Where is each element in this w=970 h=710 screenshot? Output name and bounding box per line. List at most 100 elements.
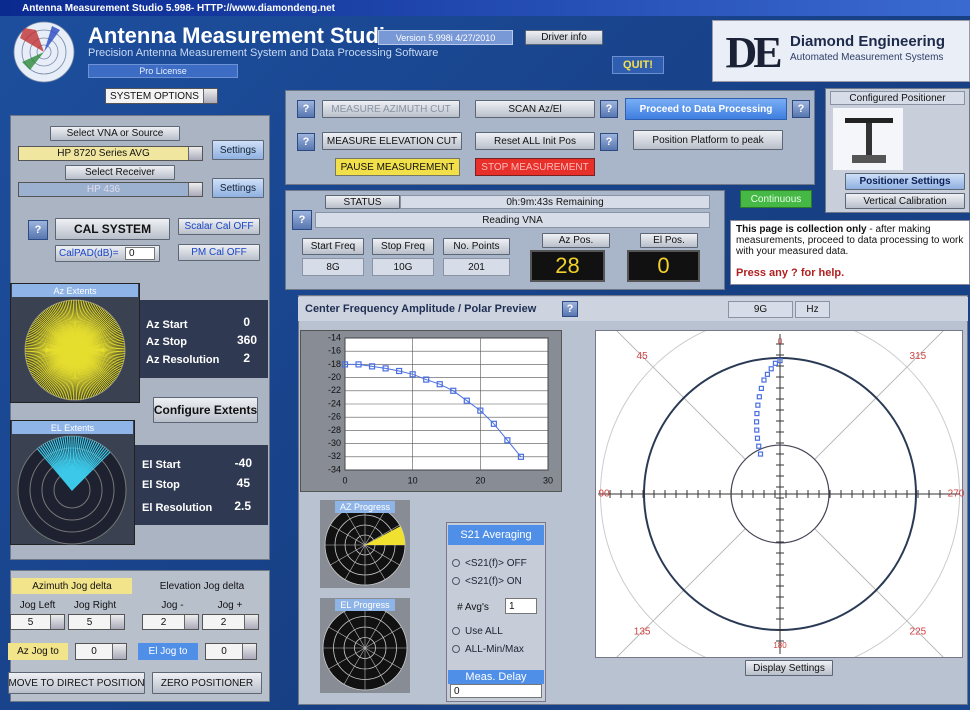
- select-vna[interactable]: Select VNA or Source: [50, 126, 180, 141]
- avgs-label: # Avg's: [457, 601, 489, 613]
- system-options[interactable]: SYSTEM OPTIONS: [105, 88, 218, 104]
- measure-az[interactable]: MEASURE AZIMUTH CUT: [322, 100, 460, 118]
- angle-label: 90: [598, 489, 610, 500]
- vertical-cal[interactable]: Vertical Calibration: [845, 193, 965, 209]
- zero[interactable]: ZERO POSITIONER: [152, 672, 262, 694]
- help-label[interactable]: ?: [600, 100, 618, 118]
- el-plus[interactable]: 2: [202, 614, 259, 630]
- driver-info[interactable]: Driver info: [525, 30, 603, 45]
- el-progress: EL Progress: [335, 599, 395, 611]
- res-label: El Resolution: [142, 502, 213, 514]
- angle-label: 0: [778, 337, 783, 346]
- start: 0: [243, 315, 250, 329]
- dial-spoke: [364, 544, 386, 580]
- az-pos-label[interactable]: Az Pos.: [542, 233, 610, 248]
- settings2[interactable]: Settings: [212, 178, 264, 198]
- dial-spoke: [364, 626, 402, 649]
- use-all[interactable]: Use ALL: [452, 624, 542, 638]
- start-freq-label[interactable]: Start Freq: [302, 238, 364, 255]
- label[interactable]: STATUS: [325, 195, 400, 209]
- logo-lobe: [22, 52, 44, 70]
- help-label[interactable]: ?: [28, 220, 48, 240]
- polar-point: [756, 394, 762, 400]
- polar-point: [764, 371, 771, 377]
- stop-freq-label[interactable]: Stop Freq: [372, 238, 434, 255]
- az-right[interactable]: 5: [68, 614, 125, 630]
- data-point: [382, 365, 389, 372]
- az-jog-value[interactable]: 0: [75, 643, 127, 660]
- help-label[interactable]: ?: [297, 133, 315, 151]
- settings[interactable]: Positioner Settings: [845, 173, 965, 190]
- dial-spoke: [344, 544, 366, 580]
- continuous[interactable]: Continuous: [740, 190, 812, 208]
- quit[interactable]: QUIT!: [612, 56, 664, 74]
- polar-point: [753, 419, 760, 425]
- proceed[interactable]: Proceed to Data Processing: [625, 98, 787, 120]
- start-freq: 8G: [302, 258, 364, 276]
- pm-cal[interactable]: PM Cal OFF: [178, 244, 260, 261]
- version: Version 5.998i 4/27/2010: [378, 30, 513, 45]
- y-tick-label: -28: [328, 425, 341, 435]
- vna[interactable]: HP 8720 Series AVG: [18, 146, 203, 161]
- dial-spoke: [328, 647, 366, 670]
- help-label[interactable]: ?: [792, 100, 810, 118]
- el-minus[interactable]: 2: [142, 614, 199, 630]
- all-minmax[interactable]: ALL-Min/Max: [452, 642, 542, 656]
- on[interactable]: <S21(f)> ON: [452, 574, 542, 588]
- jog-left: Jog Left: [19, 599, 56, 611]
- configure-extents[interactable]: Configure Extents: [153, 397, 258, 423]
- points-label[interactable]: No. Points: [443, 238, 510, 255]
- el-pos-label[interactable]: El Pos.: [640, 233, 698, 248]
- position-peak[interactable]: Position Platform to peak: [633, 130, 783, 150]
- el-pos: 0: [627, 250, 700, 282]
- info-body: - after making measurements, proceed to …: [736, 224, 964, 257]
- off[interactable]: <S21(f)> OFF: [452, 556, 542, 570]
- data-point: [477, 407, 484, 414]
- calpad-value: 0: [125, 247, 155, 260]
- title-bar: [0, 0, 970, 16]
- move-direct[interactable]: MOVE TO DIRECT POSITION: [8, 672, 145, 694]
- dial-spoke: [343, 647, 366, 685]
- measure-el[interactable]: MEASURE ELEVATION CUT: [322, 132, 462, 150]
- display-settings[interactable]: Display Settings: [745, 660, 833, 676]
- message: Reading VNA: [315, 212, 710, 228]
- x-tick-label: 10: [408, 475, 418, 485]
- el-title: Elevation Jog delta: [159, 580, 245, 592]
- polar-point: [758, 385, 764, 391]
- stop[interactable]: STOP MEASUREMENT: [475, 158, 595, 176]
- az-title: Azimuth Jog delta: [12, 578, 132, 594]
- help-label[interactable]: ?: [297, 100, 315, 118]
- dial-spoke: [364, 647, 402, 670]
- el-jog-value[interactable]: 0: [205, 643, 257, 660]
- res-label: Az Resolution: [146, 354, 220, 366]
- data-point: [341, 361, 349, 368]
- help-label[interactable]: ?: [600, 133, 618, 151]
- polar-point: [772, 360, 779, 366]
- title: Center Frequency Amplitude / Polar Previ…: [305, 303, 537, 315]
- settings[interactable]: Settings: [212, 140, 264, 160]
- angle-label: 225: [910, 627, 927, 638]
- reset[interactable]: Reset ALL Init Pos: [475, 132, 595, 150]
- y-tick-label: -32: [328, 451, 341, 461]
- help-label[interactable]: ?: [292, 210, 312, 230]
- polar-point: [755, 402, 761, 408]
- scan[interactable]: SCAN Az/El: [475, 100, 595, 118]
- select-receiver[interactable]: Select Receiver: [65, 165, 175, 180]
- dial-spoke: [364, 510, 386, 546]
- receiver[interactable]: HP 436: [18, 182, 203, 197]
- az-extents-values: [140, 300, 268, 378]
- az-pos: 28: [530, 250, 605, 282]
- data-point: [504, 437, 511, 444]
- scalar-cal[interactable]: Scalar Cal OFF: [178, 218, 260, 235]
- dial-spoke: [364, 544, 400, 566]
- pause[interactable]: PAUSE MEASUREMENT: [335, 158, 460, 176]
- help-label[interactable]: ?: [562, 301, 578, 317]
- x-tick-label: 30: [543, 475, 553, 485]
- data-point: [436, 381, 443, 388]
- y-tick-label: -22: [328, 385, 341, 395]
- dial-spoke: [330, 544, 366, 566]
- data-point: [409, 371, 416, 378]
- stop-freq: 10G: [372, 258, 434, 276]
- az-left[interactable]: 5: [10, 614, 65, 630]
- cal-system[interactable]: CAL SYSTEM: [55, 218, 170, 240]
